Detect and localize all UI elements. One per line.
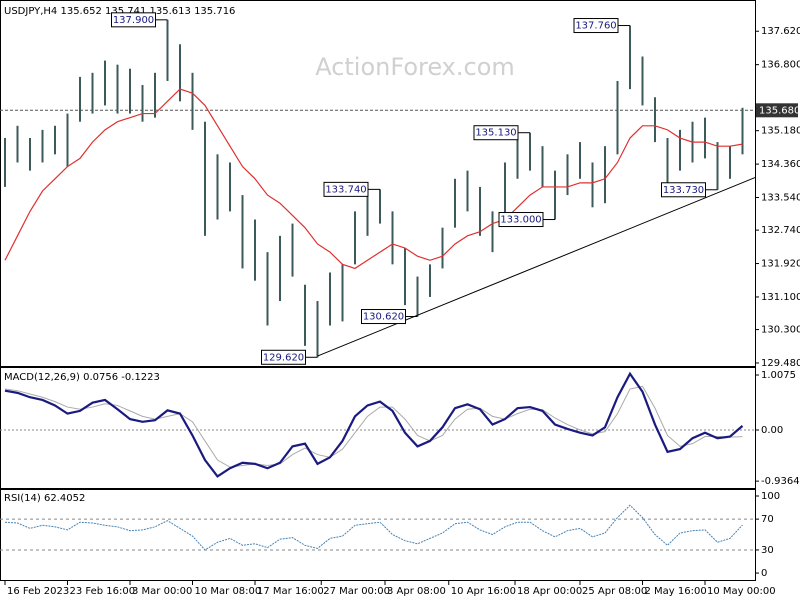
annotation-label: 133.000 <box>500 215 541 226</box>
indicator-line <box>4 371 744 478</box>
watermark: ActionForex.com <box>315 53 515 81</box>
x-tick-label: 18 Apr 00:00 <box>517 586 582 597</box>
annotation-label: 130.620 <box>363 312 404 323</box>
annotation-box <box>498 212 544 228</box>
y-tick-label: 100 <box>761 491 780 502</box>
annotation-box <box>661 182 706 198</box>
y-tick-label: 130.300 <box>761 325 800 336</box>
macd-panel <box>0 367 756 489</box>
x-tick-label: 23 Feb 16:00 <box>70 586 136 597</box>
x-tick-label: 10 Mar 08:00 <box>195 586 262 597</box>
x-tick-label: 2 May 16:00 <box>645 586 707 597</box>
annotation-box <box>323 181 369 197</box>
x-tick-label: 27 Mar 00:00 <box>323 586 390 597</box>
rsi-title: RSI(14) 62.4052 <box>4 493 85 504</box>
y-tick-label: 132.740 <box>761 225 800 236</box>
moving-average <box>4 88 743 270</box>
trendline <box>317 177 756 357</box>
annotation-label: 137.760 <box>575 21 616 32</box>
y-tick-label: 134.360 <box>761 159 800 170</box>
current-price-label: 135.680 <box>759 105 800 116</box>
annotation-box <box>573 18 619 34</box>
x-tick-label: 10 May 00:00 <box>707 586 776 597</box>
annotation-box <box>111 12 156 28</box>
y-tick-label: 135.180 <box>761 126 800 137</box>
annotation-label: 137.900 <box>113 15 154 26</box>
macd-title: MACD(12,26,9) 0.0756 -0.1223 <box>4 372 160 383</box>
x-tick-label: 25 Apr 08:00 <box>582 586 647 597</box>
x-tick-label: 10 Apr 16:00 <box>451 586 516 597</box>
y-tick-label: 129.480 <box>761 358 800 369</box>
x-tick-label: 16 Feb 2023 <box>7 586 69 597</box>
x-tick-label: 3 Mar 00:00 <box>132 586 192 597</box>
y-tick-label: 131.100 <box>761 292 800 303</box>
y-tick-label: 0 <box>761 568 767 579</box>
current-price-tag <box>756 103 798 118</box>
annotation-label: 133.740 <box>325 184 366 195</box>
y-tick-label: 70 <box>761 514 774 525</box>
x-tick-label: 3 Apr 08:00 <box>387 586 446 597</box>
annotation-label: 129.620 <box>263 352 304 363</box>
price-panel <box>0 0 756 367</box>
y-tick-label: 136.800 <box>761 60 800 71</box>
annotation-box <box>261 349 306 365</box>
y-tick-label: 133.540 <box>761 193 800 204</box>
y-tick-label: 30 <box>761 545 774 556</box>
y-tick-label: 0.00 <box>761 425 783 436</box>
y-tick-label: 137.620 <box>761 26 800 37</box>
rsi-panel <box>0 489 756 581</box>
y-tick-label: -0.9364 <box>761 476 800 487</box>
price-title: USDJPY,H4 135.652 135.741 135.613 135.71… <box>4 6 235 17</box>
indicator-line <box>4 385 743 468</box>
annotation-label: 133.730 <box>663 185 704 196</box>
annotation-box <box>361 309 406 325</box>
y-tick-label: 131.920 <box>761 259 800 270</box>
y-tick-label: 1.0075 <box>761 370 796 381</box>
annotation-box <box>473 125 519 141</box>
indicator-line <box>4 504 743 551</box>
x-tick-label: 17 Mar 16:00 <box>257 586 324 597</box>
annotation-label: 135.130 <box>475 128 516 139</box>
